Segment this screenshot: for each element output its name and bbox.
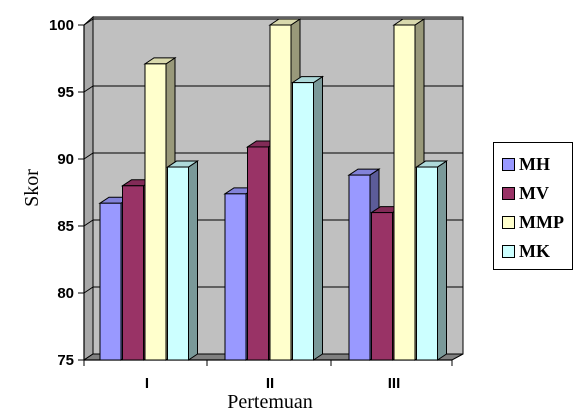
plot-side-wall — [83, 15, 94, 361]
legend: MH MV MMP MK — [493, 142, 573, 270]
y-tick-label: 100 — [49, 17, 74, 34]
bar-front — [371, 212, 393, 361]
legend-label: MK — [519, 240, 550, 261]
y-axis-title: Skor — [21, 169, 43, 207]
bar-front — [292, 82, 314, 361]
legend-swatch — [502, 215, 515, 229]
bar-front — [348, 174, 371, 361]
legend-label: MV — [519, 182, 549, 203]
x-tick-label: III — [388, 375, 401, 392]
bar-front — [247, 146, 269, 361]
legend-item: MH — [502, 153, 550, 175]
legend-label: MH — [519, 153, 550, 174]
legend-item: MMP — [502, 211, 564, 233]
bar-front — [99, 202, 122, 361]
bar-side — [437, 160, 447, 361]
legend-label: MMP — [519, 211, 564, 232]
bar-front — [393, 24, 416, 361]
bars — [98, 18, 449, 361]
legend-swatch — [502, 157, 515, 171]
bar — [165, 160, 200, 361]
gridline-side — [83, 85, 94, 93]
legend-swatch — [502, 244, 515, 258]
y-axis-ticks: 75 80 85 90 95 100 — [49, 17, 84, 369]
bar-front — [269, 24, 292, 361]
bar-side — [188, 160, 198, 361]
x-tick-label: I — [145, 375, 149, 392]
bar-front — [167, 166, 189, 361]
x-axis-ticks: I II III — [83, 360, 453, 392]
y-tick-label: 80 — [57, 285, 74, 302]
x-axis-title: Pertemuan — [227, 391, 313, 412]
gridline-side — [83, 152, 94, 160]
bar — [414, 160, 449, 361]
bar — [290, 75, 325, 361]
bar-front — [416, 166, 438, 361]
x-tick-label: II — [266, 375, 274, 392]
y-tick-label: 85 — [57, 218, 74, 235]
gridline-side — [83, 219, 94, 227]
bar-front — [122, 185, 144, 361]
bar-front — [144, 63, 167, 361]
y-tick-label: 90 — [57, 151, 74, 168]
legend-swatch — [502, 186, 515, 200]
y-tick-label: 75 — [57, 352, 74, 369]
legend-item: MV — [502, 182, 549, 204]
bar-front — [224, 193, 247, 361]
y-tick-label: 95 — [57, 84, 74, 101]
gridline-side — [83, 286, 94, 294]
bar-side — [313, 75, 323, 361]
legend-item: MK — [502, 240, 550, 262]
gridline-side — [83, 18, 94, 26]
